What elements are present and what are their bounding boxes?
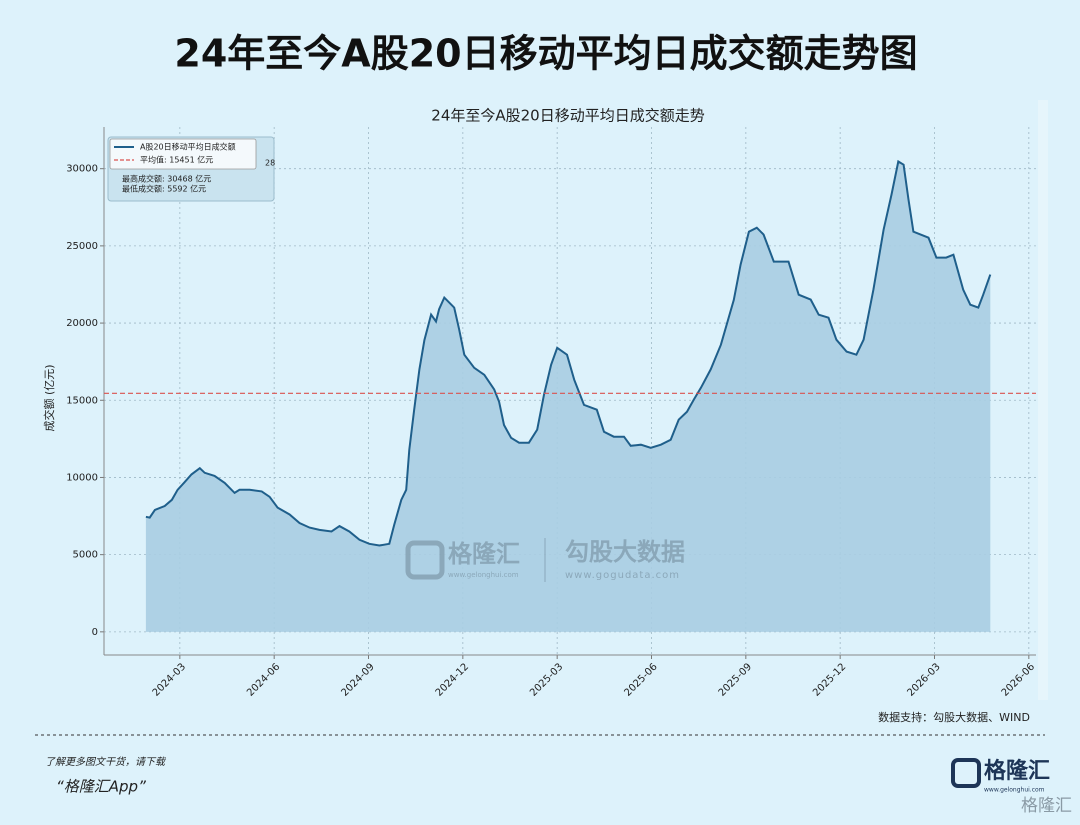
x-tick-label: 2024-09: [339, 661, 376, 698]
watermark-data-url: www.gogudata.com: [565, 570, 680, 581]
watermark-url: www.gelonghui.com: [448, 571, 519, 579]
y-axis-label: 成交额 (亿元): [42, 364, 56, 431]
watermark-icon: [405, 540, 445, 580]
footer-logo: 格隆汇: [984, 758, 1050, 784]
x-tick-label: 2025-09: [717, 661, 754, 698]
x-tick-label: 2024-03: [151, 661, 188, 698]
stats-line: 最低成交额: 5592 亿元: [122, 184, 206, 194]
watermark-brand: 格隆汇: [448, 540, 520, 568]
source: 数据支持：勾股大数据、WIND: [878, 710, 1030, 724]
chart-title: 24年至今A股20日移动平均日成交额走势: [431, 107, 704, 125]
logo-icon: [951, 758, 981, 788]
y-tick-label: 20000: [66, 318, 98, 329]
page-title: 24年至今A股20日移动平均日成交额走势图: [174, 32, 917, 76]
legend-box: [109, 138, 257, 170]
watermark: 格隆汇 www.gelonghui.com 勾股大数据 www.gogudata…: [405, 538, 685, 582]
panel-edge: [1038, 100, 1048, 700]
plot: 0 5000 10000 15000 20000 25000 30000 2024-03 202…: [66, 127, 1037, 699]
x-tick-label: 2024-06: [245, 661, 282, 698]
footer-app: “格隆汇App”: [56, 778, 146, 796]
footer-prompt: 了解更多图文干货，请下载: [45, 756, 167, 768]
x-tick-label: 2025-12: [811, 661, 848, 698]
footer-logo-url: www.gelonghui.com: [984, 787, 1045, 794]
x-tick-label: 2025-03: [528, 661, 565, 698]
y-tick-label: 15000: [66, 395, 98, 406]
y-tick-label: 10000: [66, 472, 98, 483]
x-tick-label: 2026-03: [905, 661, 942, 698]
y-tick-label: 30000: [66, 164, 98, 175]
y-tick-label: 0: [92, 627, 98, 638]
legend-label: A股20日移动平均日成交额: [140, 142, 236, 152]
x-tick-label: 2024-12: [434, 661, 471, 698]
legend-label: 平均值: 15451 亿元: [140, 155, 213, 165]
watermark-data-brand: 勾股大数据: [565, 538, 685, 566]
y-tick-label: 25000: [66, 241, 98, 252]
stats-clipped: 28: [265, 159, 275, 168]
x-tick-label: 2026-06: [1000, 661, 1037, 698]
corner-watermark: 格隆汇: [1021, 796, 1072, 816]
area-fill: [145, 161, 991, 632]
stats-line: 最高成交额: 30468 亿元: [122, 174, 211, 184]
x-tick-label: 2025-06: [622, 661, 659, 698]
series-line: [145, 159, 992, 547]
y-tick-label: 5000: [73, 550, 98, 561]
